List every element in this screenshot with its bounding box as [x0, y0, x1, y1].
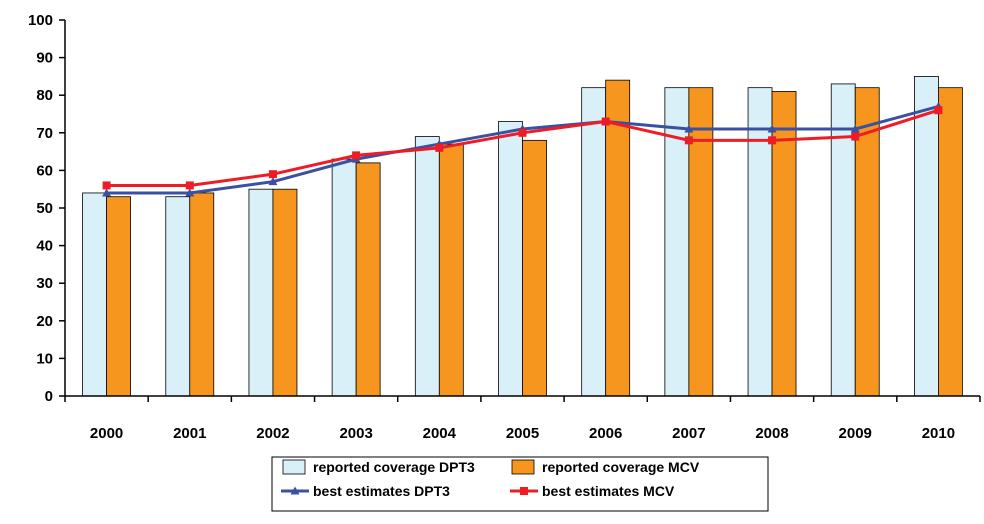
bar-dpt3-2001: [165, 196, 191, 397]
x-tick-label-2007: 2007: [672, 425, 705, 442]
bar-dpt3-2004: [414, 136, 440, 397]
legend-label-2: best estimates DPT3: [313, 483, 450, 499]
y-tick-label: 50: [36, 200, 53, 217]
point-best-estimates-mcv-2004: [435, 143, 444, 152]
bar-dpt3-2007: [664, 87, 690, 397]
y-tick-label: 70: [36, 125, 53, 142]
point-best-estimates-mcv-2008: [768, 136, 777, 145]
y-tick-label: 100: [28, 12, 53, 29]
x-tick-label-2008: 2008: [755, 425, 788, 442]
y-tick-label: 10: [36, 350, 53, 367]
bar-mcv-2005: [522, 139, 547, 397]
y-axis: 0 10 20 30 40 50 60 70 80 90 100: [28, 12, 66, 405]
point-best-estimates-mcv-2000: [102, 181, 111, 190]
point-best-estimates-dpt3-2009: [850, 124, 860, 133]
bar-mcv-2003: [355, 162, 381, 397]
bar-dpt3-2010: [914, 76, 939, 397]
lines: [102, 101, 943, 197]
bar-mcv-2004: [438, 143, 464, 397]
legend-swatch-0: [282, 459, 306, 475]
point-best-estimates-mcv-2006: [601, 117, 610, 126]
bar-mcv-2006: [605, 79, 631, 397]
x-tick-label-2009: 2009: [839, 425, 872, 442]
x-tick-label-2010: 2010: [922, 425, 955, 442]
point-best-estimates-dpt3-2007: [684, 124, 694, 133]
point-best-estimates-dpt3-2008: [767, 124, 777, 133]
legend: reported coverage DPT3 reported coverage …: [271, 456, 769, 512]
legend-label-1: reported coverage MCV: [542, 459, 700, 475]
bar-dpt3-2005: [498, 121, 523, 397]
legend-marker-3: [520, 487, 528, 495]
bar-dpt3-2008: [747, 87, 773, 397]
legend-marker-2: [290, 486, 300, 495]
bar-mcv-2000: [106, 196, 131, 397]
point-best-estimates-mcv-2002: [268, 170, 277, 179]
point-best-estimates-mcv-2003: [352, 151, 361, 160]
point-best-estimates-mcv-2005: [518, 128, 527, 137]
bar-dpt3-2002: [248, 188, 274, 397]
x-tick-label-2005: 2005: [506, 425, 539, 442]
point-best-estimates-mcv-2007: [684, 136, 693, 145]
point-best-estimates-dpt3-2002: [268, 177, 278, 186]
x-tick-label-2003: 2003: [339, 425, 372, 442]
point-best-estimates-mcv-2010: [934, 106, 943, 115]
legend-label-3: best estimates MCV: [542, 483, 675, 499]
y-tick-label: 80: [36, 87, 53, 104]
point-best-estimates-dpt3-2000: [102, 188, 112, 197]
y-tick-label: 20: [36, 313, 53, 330]
x-tick-label-2001: 2001: [173, 425, 206, 442]
y-tick-label: 60: [36, 162, 53, 179]
bar-mcv-2007: [688, 87, 714, 397]
x-tick-label-2002: 2002: [256, 425, 289, 442]
y-tick-label: 0: [45, 388, 53, 405]
bar-mcv-2010: [938, 87, 963, 397]
x-axis: 2000 2001 2002 2003 2004 2005 2006 2007 2008 2009…: [64, 395, 981, 442]
point-best-estimates-mcv-2009: [851, 132, 860, 141]
point-best-estimates-mcv-2001: [185, 181, 194, 190]
legend-label-0: reported coverage DPT3: [313, 459, 475, 475]
y-tick-label: 40: [36, 238, 53, 255]
bar-mcv-2001: [189, 192, 215, 397]
bar-dpt3-2000: [82, 192, 107, 397]
x-tick-label-2006: 2006: [589, 425, 622, 442]
bar-dpt3-2003: [331, 158, 357, 397]
point-best-estimates-dpt3-2001: [185, 188, 195, 197]
bar-mcv-2002: [272, 188, 298, 397]
bar-dpt3-2006: [581, 87, 607, 397]
bars: [82, 76, 963, 397]
y-tick-label: 90: [36, 50, 53, 67]
bar-dpt3-2009: [830, 83, 856, 397]
x-tick-label-2004: 2004: [423, 425, 457, 442]
y-tick-label: 30: [36, 275, 53, 292]
legend-swatch-1: [511, 459, 535, 475]
x-tick-label-2000: 2000: [90, 425, 123, 442]
